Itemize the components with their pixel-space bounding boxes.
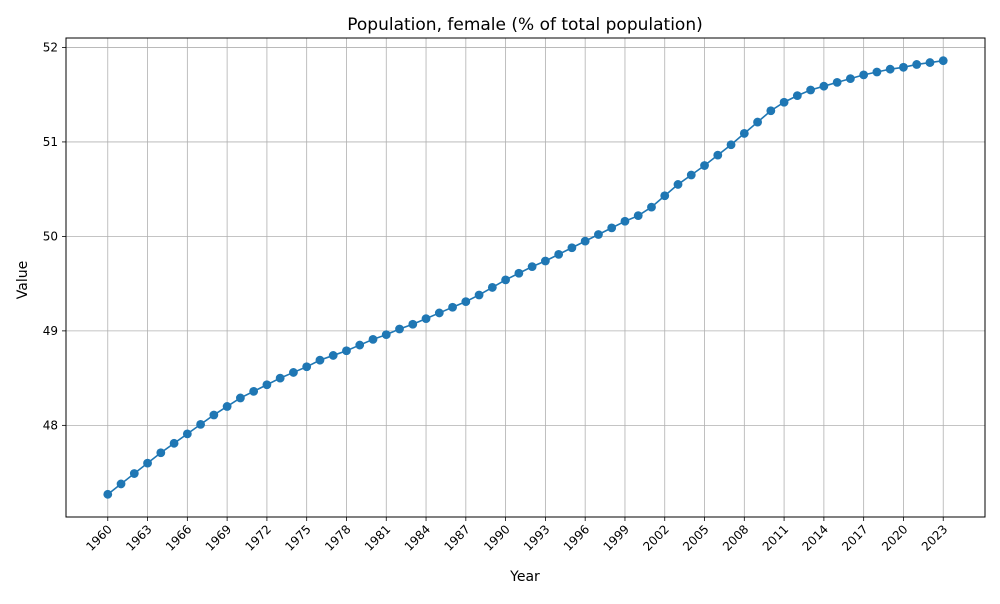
- data-point: [660, 191, 670, 201]
- data-point: [315, 355, 325, 365]
- data-point: [607, 223, 617, 233]
- data-point: [275, 373, 285, 383]
- data-point: [461, 297, 471, 306]
- data-point: [129, 469, 139, 478]
- data-point: [912, 60, 922, 69]
- data-point: [408, 319, 418, 329]
- data-point: [845, 74, 855, 84]
- y-tick-label: 49: [43, 324, 58, 338]
- data-point: [169, 438, 179, 448]
- data-point: [434, 308, 444, 318]
- data-point: [182, 429, 192, 439]
- data-point: [487, 283, 497, 292]
- data-point: [739, 129, 749, 138]
- data-point: [859, 70, 869, 80]
- data-point: [938, 56, 948, 66]
- plot-frame: [65, 37, 986, 518]
- data-point: [103, 489, 113, 499]
- x-axis-label: Year: [509, 569, 540, 585]
- data-point: [779, 97, 789, 107]
- data-point: [342, 346, 351, 356]
- data-point: [235, 393, 245, 403]
- data-point: [713, 150, 723, 160]
- data-point: [580, 236, 590, 246]
- data-point: [554, 249, 564, 259]
- data-point: [209, 410, 219, 420]
- y-tick-label: 52: [43, 40, 58, 54]
- data-point: [448, 302, 457, 312]
- data-point: [421, 314, 431, 323]
- data-point: [766, 106, 776, 116]
- data-point: [328, 351, 338, 360]
- data-point: [395, 324, 404, 334]
- y-tick-label: 48: [43, 418, 58, 432]
- data-point: [249, 386, 259, 396]
- data-point: [355, 340, 365, 350]
- data-point: [501, 275, 511, 285]
- data-point: [527, 262, 537, 272]
- data-point: [872, 67, 882, 77]
- data-point: [262, 380, 272, 390]
- data-point: [302, 362, 312, 372]
- data-point: [700, 161, 709, 170]
- data-point: [620, 216, 630, 226]
- data-point: [196, 420, 206, 429]
- data-point: [925, 58, 935, 67]
- data-point: [116, 479, 126, 489]
- data-point: [594, 230, 603, 239]
- y-tick-label: 51: [43, 135, 58, 149]
- y-tick-label: 50: [43, 229, 58, 243]
- series-line: [107, 59, 944, 495]
- data-point: [633, 211, 643, 221]
- grid: [66, 38, 985, 517]
- data-point: [647, 202, 656, 212]
- data-point: [792, 91, 802, 101]
- y-axis-ticks: 48 49 50 51 52: [43, 40, 66, 432]
- data-point: [686, 170, 696, 180]
- data-point: [885, 64, 895, 74]
- data-point: [474, 290, 484, 300]
- data-point: [726, 140, 736, 150]
- data-point: [832, 78, 842, 87]
- data-point: [753, 117, 762, 127]
- data-point: [899, 62, 908, 72]
- data-point: [540, 256, 550, 266]
- y-axis-label: Value: [15, 261, 31, 299]
- data-point: [222, 402, 232, 411]
- data-point: [381, 330, 391, 340]
- data-point: [514, 268, 524, 278]
- data-point: [806, 85, 816, 95]
- data-point: [567, 243, 577, 253]
- data-point: [156, 448, 166, 458]
- data-point: [143, 458, 152, 468]
- chart-title: Population, female (% of total populatio…: [347, 15, 702, 35]
- data-point: [289, 368, 298, 377]
- series-markers: [103, 56, 948, 499]
- data-point: [819, 81, 829, 91]
- series-line-layer: [107, 59, 944, 495]
- data-point: [673, 180, 683, 189]
- data-point: [368, 334, 378, 344]
